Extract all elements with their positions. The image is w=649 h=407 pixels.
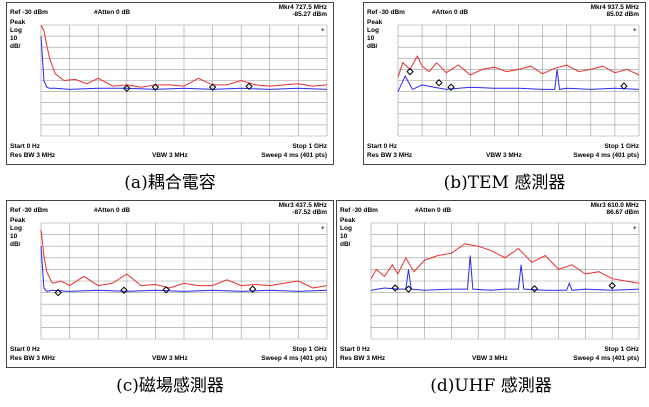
scale-unit: dB/: [367, 43, 378, 50]
analyzer-screen-c: Ref -30 dBm #Atten 0 dB Mkr3 437.5 MHz -…: [6, 200, 334, 368]
analyzer-screen-b: Ref -30 dBm #Atten 0 dB Mkr4 937.5 MHz 8…: [363, 2, 646, 165]
ref-level: Ref -30 dBm: [340, 207, 378, 214]
ref-level: Ref -30 dBm: [10, 207, 48, 214]
sweep-time: Sweep 4 ms (401 pts): [261, 355, 327, 362]
marker-4: [608, 281, 616, 290]
caption-d: (d)UHF 感測器: [430, 376, 552, 396]
caption-b: (b)TEM 感測器: [443, 173, 566, 193]
panel-b: Ref -30 dBm #Atten 0 dB Mkr4 937.5 MHz 8…: [363, 0, 646, 200]
res-bw: Res BW 3 MHz: [367, 152, 413, 159]
marker-value: -85.27 dBm: [292, 11, 327, 18]
attenuation: #Atten 0 dB: [94, 9, 131, 16]
res-bw: Res BW 3 MHz: [10, 355, 56, 362]
marker-1: [406, 67, 414, 76]
log-label: Log: [340, 225, 352, 232]
sweep-time: Sweep 4 ms (401 pts): [573, 355, 639, 362]
signal-trace: [397, 55, 640, 78]
caption-a: (a)耦合電容: [124, 173, 216, 193]
marker-label: Mkr3 610.0 MHz: [590, 202, 639, 209]
spectrum-plot-d: *: [370, 222, 640, 340]
peak-label: Peak: [367, 19, 383, 26]
marker-3: [162, 286, 170, 294]
attenuation: #Atten 0 dB: [94, 207, 131, 214]
asterisk-indicator: *: [633, 27, 637, 35]
marker-value: 85.02 dBm: [606, 11, 639, 18]
marker-4: [620, 82, 628, 90]
marker-2: [151, 83, 160, 91]
stop-freq: Stop 1 GHz: [292, 143, 327, 150]
panel-c: Ref -30 dBm #Atten 0 dB Mkr3 437.5 MHz -…: [6, 200, 339, 407]
vbw: VBW 3 MHz: [152, 152, 188, 159]
marker-2: [435, 79, 443, 87]
asterisk-indicator: *: [321, 27, 325, 35]
marker-2: [404, 285, 413, 293]
scale-value: 10: [10, 35, 18, 42]
spectrum-plot-b: *: [397, 24, 640, 137]
vbw: VBW 3 MHz: [472, 355, 508, 362]
log-label: Log: [10, 225, 22, 232]
marker-1: [54, 288, 62, 297]
stop-freq: Stop 1 GHz: [604, 346, 639, 353]
start-freq: Start 0 Hz: [10, 143, 40, 150]
res-bw: Res BW 3 MHz: [340, 355, 386, 362]
stop-freq: Stop 1 GHz: [604, 143, 639, 150]
noise-floor-trace: [40, 36, 328, 90]
scale-unit: dB/: [340, 241, 351, 248]
marker-1: [123, 84, 131, 92]
peak-label: Peak: [10, 19, 26, 26]
panel-a: Ref -30 dBm #Atten 0 dB Mkr4 727.5 MHz -…: [6, 0, 339, 200]
spectrum-plot-c: *: [40, 222, 328, 340]
marker-value: 86.67 dBm: [606, 209, 639, 216]
sweep-time: Sweep 4 ms (401 pts): [573, 152, 639, 159]
start-freq: Start 0 Hz: [10, 346, 40, 353]
analyzer-screen-a: Ref -30 dBm #Atten 0 dB Mkr4 727.5 MHz -…: [6, 2, 334, 165]
scale-value: 10: [340, 233, 348, 240]
marker-3: [447, 83, 455, 91]
noise-floor-trace: [40, 246, 328, 292]
ref-level: Ref -30 dBm: [10, 9, 48, 16]
marker-value: -87.52 dBm: [292, 209, 327, 216]
noise-floor-trace: [397, 69, 640, 92]
marker-label: Mkr3 437.5 MHz: [278, 202, 327, 209]
marker-label: Mkr4 727.5 MHz: [278, 4, 327, 11]
signal-trace: [370, 243, 640, 284]
asterisk-indicator: *: [321, 225, 325, 233]
marker-1: [391, 284, 399, 292]
log-label: Log: [10, 27, 22, 34]
marker-4: [248, 285, 257, 293]
attenuation: #Atten 0 dB: [415, 207, 452, 214]
marker-3: [530, 285, 539, 293]
peak-label: Peak: [340, 217, 356, 224]
analyzer-screen-d: Ref -30 dBm #Atten 0 dB Mkr3 610.0 MHz 8…: [336, 200, 646, 368]
marker-label: Mkr4 937.5 MHz: [590, 4, 639, 11]
scale-unit: dB/: [10, 43, 21, 50]
spectrum-plot-a: *: [40, 24, 328, 137]
vbw: VBW 3 MHz: [152, 355, 188, 362]
noise-floor-trace: [370, 255, 640, 291]
marker-4: [245, 82, 253, 91]
scale-value: 10: [367, 35, 375, 42]
attenuation: #Atten 0 dB: [432, 9, 469, 16]
ref-level: Ref -30 dBm: [367, 9, 405, 16]
start-freq: Start 0 Hz: [340, 346, 370, 353]
start-freq: Start 0 Hz: [367, 143, 397, 150]
log-label: Log: [367, 27, 379, 34]
vbw: VBW 3 MHz: [486, 152, 522, 159]
signal-trace: [40, 229, 328, 289]
peak-label: Peak: [10, 217, 26, 224]
caption-c: (c)磁場感測器: [116, 376, 224, 396]
marker-3: [208, 83, 217, 91]
scale-value: 10: [10, 233, 18, 240]
stop-freq: Stop 1 GHz: [292, 346, 327, 353]
asterisk-indicator: *: [633, 225, 637, 233]
res-bw: Res BW 3 MHz: [10, 152, 56, 159]
scale-unit: dB/: [10, 241, 21, 248]
panel-d: Ref -30 dBm #Atten 0 dB Mkr3 610.0 MHz 8…: [336, 200, 646, 407]
sweep-time: Sweep 4 ms (401 pts): [261, 152, 327, 159]
signal-trace: [40, 24, 328, 88]
marker-2: [120, 286, 128, 294]
